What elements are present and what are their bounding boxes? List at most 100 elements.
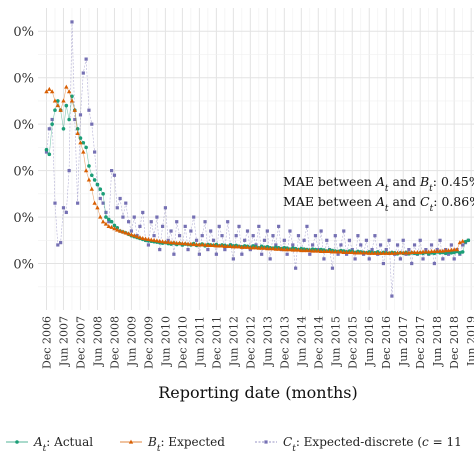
data-point <box>375 250 380 255</box>
annotations: MAE between At and Bt: 0.45% MAE between… <box>283 174 474 214</box>
data-point <box>301 248 307 253</box>
data-point <box>395 250 400 255</box>
data-point <box>253 245 259 250</box>
data-point <box>335 249 341 254</box>
data-point <box>180 241 185 246</box>
data-point <box>262 245 267 250</box>
data-point <box>154 238 160 243</box>
data-point <box>151 237 157 242</box>
data-point <box>121 215 125 219</box>
data-point <box>217 224 221 228</box>
data-point <box>149 220 153 224</box>
data-point <box>118 196 122 201</box>
data-point <box>248 245 253 250</box>
data-point <box>61 127 66 131</box>
data-point <box>138 224 142 228</box>
legend: At: Actual Bt: Expected Ct: Expected-discr… <box>6 435 462 454</box>
data-point <box>359 243 363 247</box>
legend-label: Ct: Expected-discrete (c = 11 <box>283 435 462 454</box>
data-point <box>313 234 318 238</box>
data-point <box>350 249 355 254</box>
data-point <box>78 113 83 117</box>
data-point <box>175 220 179 224</box>
data-point <box>288 229 292 233</box>
data-point <box>197 252 201 256</box>
data-point <box>234 234 238 238</box>
data-point <box>157 238 162 243</box>
data-point <box>166 239 171 244</box>
data-point <box>185 241 191 246</box>
data-point <box>341 249 346 254</box>
data-point <box>355 250 361 255</box>
data-point <box>290 247 296 252</box>
data-point <box>115 206 119 210</box>
data-point <box>302 238 306 242</box>
data-point <box>384 248 388 252</box>
data-point <box>52 98 58 103</box>
data-point <box>192 215 196 219</box>
data-point <box>112 226 117 231</box>
data-point <box>177 234 182 238</box>
data-point <box>47 127 51 131</box>
data-point <box>454 247 460 252</box>
data-point <box>219 243 225 248</box>
x-tick-label: Dec 2011 <box>210 316 223 369</box>
data-point <box>177 240 182 245</box>
data-point <box>457 240 463 245</box>
data-point <box>86 177 92 182</box>
data-point <box>126 231 131 236</box>
x-tick-label: Jun 2015 <box>329 316 342 367</box>
data-point <box>429 249 434 254</box>
annotation-mae-ac: MAE between At and Ct: 0.86% <box>283 194 474 214</box>
data-point <box>44 89 49 94</box>
plot-panel <box>38 8 474 310</box>
data-point <box>381 250 386 255</box>
data-point <box>64 210 68 215</box>
data-point <box>112 173 117 177</box>
x-tick-labels: Dec 2006 Jun 2007 Dec 2007 Jun 2008 Dec 2008… <box>40 316 474 369</box>
data-point <box>231 244 236 249</box>
data-point <box>458 251 462 255</box>
data-point <box>109 224 114 229</box>
x-tick-label: Jun 2007 <box>57 316 70 367</box>
x-tick-label: Jun 2018 <box>431 316 444 367</box>
data-point <box>262 238 267 242</box>
data-point <box>87 108 91 112</box>
data-point <box>202 242 208 247</box>
data-point <box>61 98 66 103</box>
data-point <box>284 247 290 252</box>
data-point <box>205 243 211 248</box>
data-point <box>132 233 137 238</box>
x-tick-label: Dec 2016 <box>380 316 393 369</box>
data-point <box>398 250 403 255</box>
data-point <box>378 243 383 247</box>
data-point <box>158 248 162 252</box>
data-point <box>106 217 111 222</box>
data-point <box>415 249 420 254</box>
data-point <box>389 250 395 255</box>
data-point <box>95 182 100 187</box>
data-point <box>146 236 151 241</box>
data-point <box>66 89 72 94</box>
data-point <box>209 229 213 233</box>
data-point <box>333 249 338 254</box>
data-point <box>350 248 354 252</box>
data-point <box>403 250 409 255</box>
x-tick-label: Jun 2009 <box>125 316 138 367</box>
data-point <box>194 242 199 247</box>
data-point <box>174 240 179 245</box>
annotation-mae-ab: MAE between At and Bt: 0.45% <box>283 174 474 194</box>
data-point <box>81 71 85 75</box>
data-point <box>285 252 289 256</box>
data-point <box>243 238 247 242</box>
x-tick-label: Dec 2017 <box>414 316 427 369</box>
data-point <box>339 243 343 247</box>
legend-label: Bt: Expected <box>147 435 225 454</box>
data-point <box>50 122 54 126</box>
x-tick-label: Dec 2015 <box>346 316 359 369</box>
x-tick-label: Jun 2014 <box>295 316 308 367</box>
data-point <box>282 247 287 252</box>
data-point <box>353 257 357 261</box>
data-point <box>211 243 216 248</box>
data-point <box>109 219 114 224</box>
